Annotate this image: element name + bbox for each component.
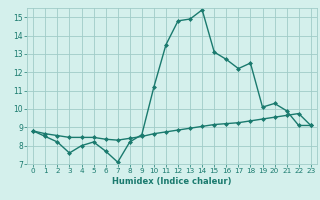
X-axis label: Humidex (Indice chaleur): Humidex (Indice chaleur)	[112, 177, 232, 186]
